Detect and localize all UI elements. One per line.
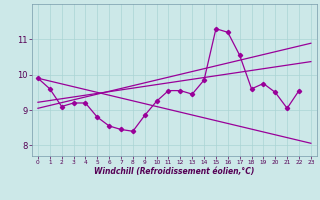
X-axis label: Windchill (Refroidissement éolien,°C): Windchill (Refroidissement éolien,°C) (94, 167, 255, 176)
